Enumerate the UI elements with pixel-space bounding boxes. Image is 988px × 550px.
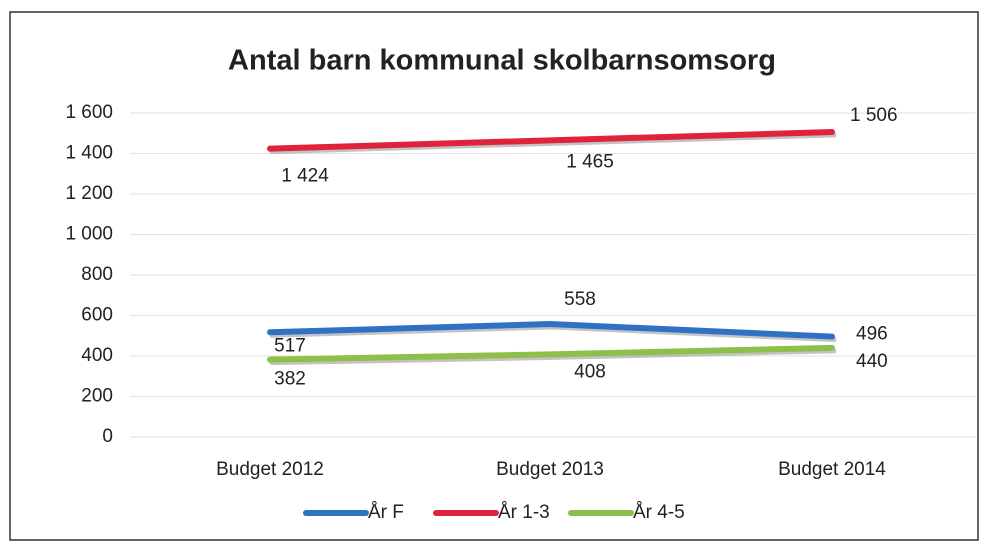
- legend-label: År 4-5: [633, 502, 685, 523]
- y-tick-label: 600: [81, 305, 113, 326]
- line-shadow: [269, 348, 837, 366]
- chart-frame: [9, 11, 979, 541]
- line-shadow: [269, 132, 837, 155]
- data-label: 517: [274, 335, 306, 356]
- y-tick-label: 1 000: [65, 224, 113, 245]
- data-label: 408: [574, 361, 606, 382]
- series-line: [267, 344, 835, 363]
- legend-label: År F: [368, 502, 404, 523]
- data-label: 496: [856, 324, 888, 345]
- x-tick-label: Budget 2013: [496, 459, 604, 480]
- y-tick-label: 1 200: [65, 183, 113, 204]
- y-tick-label: 1 600: [65, 102, 113, 123]
- data-label: 1 506: [850, 105, 898, 126]
- y-tick-label: 800: [81, 264, 113, 285]
- x-tick-label: Budget 2012: [216, 459, 324, 480]
- y-tick-label: 200: [81, 386, 113, 407]
- y-tick-label: 400: [81, 345, 113, 366]
- data-label: 1 424: [281, 166, 329, 187]
- legend-label: År 1-3: [498, 502, 550, 523]
- y-tick-label: 1 400: [65, 143, 113, 164]
- chart-title: Antal barn kommunal skolbarnsomsorg: [228, 45, 776, 77]
- x-tick-label: Budget 2014: [778, 459, 886, 480]
- y-tick-label: 0: [102, 426, 113, 447]
- data-label: 382: [274, 369, 306, 390]
- series-line: [267, 321, 835, 340]
- data-label: 1 465: [566, 151, 614, 172]
- data-label: 558: [564, 289, 596, 310]
- series-line: [267, 129, 835, 152]
- data-label: 440: [856, 351, 888, 372]
